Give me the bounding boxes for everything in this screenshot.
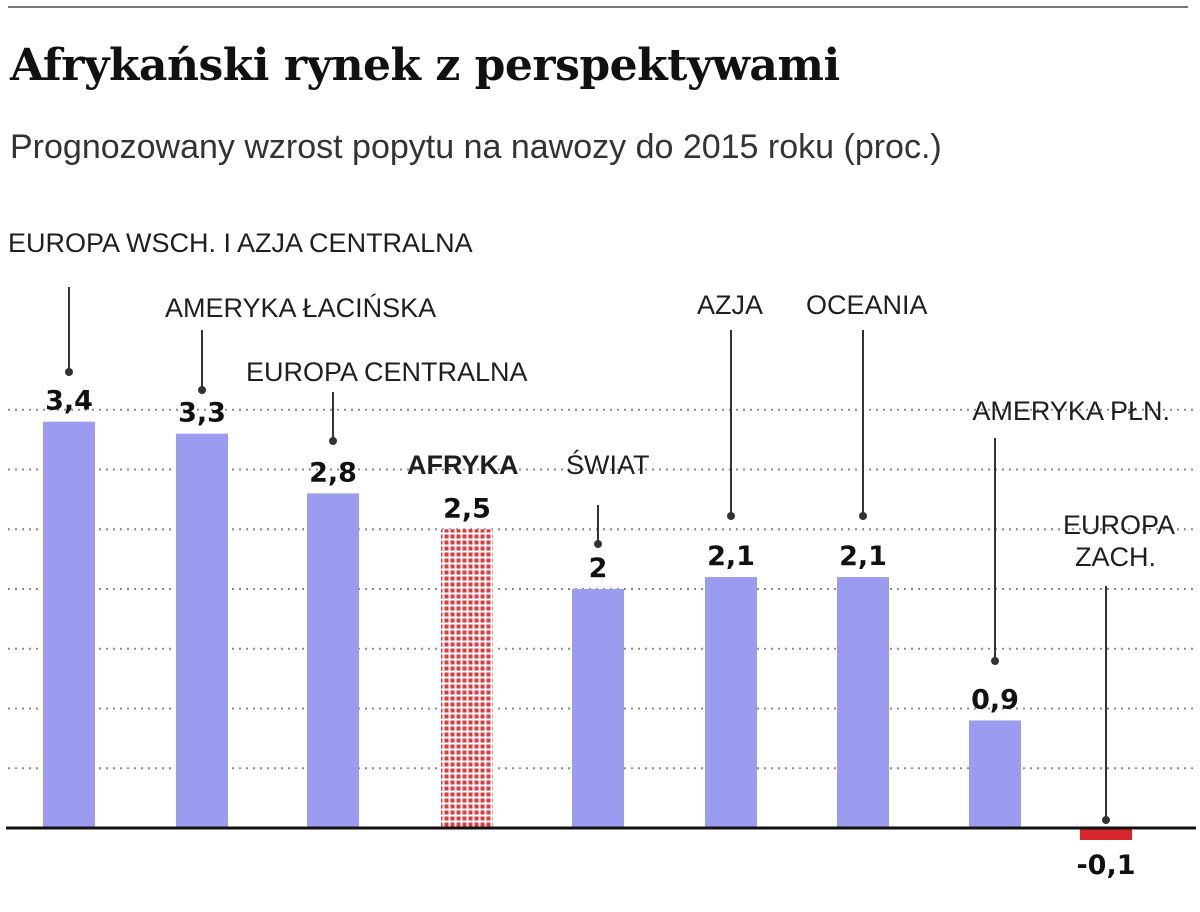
category-label-ameryka-lacinska: AMERYKA ŁACIŃSKA <box>165 293 436 323</box>
value-label-europa-wsch-i-azja-centralna: 3,4 <box>45 386 93 417</box>
leader-dot <box>1102 816 1110 824</box>
leader-dot <box>65 368 73 376</box>
bar-oceania <box>837 577 889 828</box>
bar-afryka <box>441 529 493 828</box>
bar-europa-centralna <box>307 493 359 828</box>
chart-subtitle: Prognozowany wzrost popytu na nawozy do … <box>10 128 942 166</box>
category-label-swiat: ŚWIAT <box>566 448 650 480</box>
top-rule <box>8 6 1188 8</box>
bar-europa-wsch-i-azja-centralna <box>43 421 95 828</box>
value-label-ameryka-lacinska: 3,3 <box>178 398 226 429</box>
value-label-europa-centralna: 2,8 <box>309 457 357 488</box>
leader-lines <box>65 287 1110 824</box>
bar-ameryka-pln <box>969 720 1021 828</box>
value-label-europa-zach: -0,1 <box>1076 850 1135 881</box>
leader-dot <box>991 657 999 665</box>
category-label-europa-wsch-i-azja-centralna: EUROPA WSCH. I AZJA CENTRALNA <box>8 228 473 258</box>
chart-title: Afrykański rynek z perspektywami <box>10 40 840 91</box>
leader-dot <box>198 386 206 394</box>
leader-dot <box>329 437 337 445</box>
bars <box>6 421 1196 840</box>
value-label-swiat: 2 <box>589 553 608 584</box>
category-label-europa-zach: EUROPA <box>1063 510 1175 540</box>
value-label-azja: 2,1 <box>707 541 755 572</box>
leader-dot <box>594 540 602 548</box>
bar-europa-zach <box>1080 828 1132 840</box>
leader-dot <box>859 512 867 520</box>
bar-azja <box>705 577 757 828</box>
value-label-afryka: 2,5 <box>443 493 491 524</box>
category-label-europa-centralna: EUROPA CENTRALNA <box>246 357 528 387</box>
value-label-oceania: 2,1 <box>839 541 887 572</box>
category-label-afryka: AFRYKA <box>407 450 519 480</box>
labels: 3,4 EUROPA WSCH. I AZJA CENTRALNA 3,3 AMERY… <box>8 228 1175 881</box>
category-label-oceania: OCEANIA <box>806 290 928 320</box>
category-label-ameryka-pln: AMERYKA PŁN. <box>972 396 1170 426</box>
bar-ameryka-lacinska <box>176 433 228 828</box>
value-label-ameryka-pln: 0,9 <box>971 684 1019 715</box>
bar-swiat <box>572 589 624 828</box>
category-label-europa-zach: ZACH. <box>1075 542 1156 572</box>
leader-dot <box>727 512 735 520</box>
category-label-azja: AZJA <box>697 290 763 320</box>
